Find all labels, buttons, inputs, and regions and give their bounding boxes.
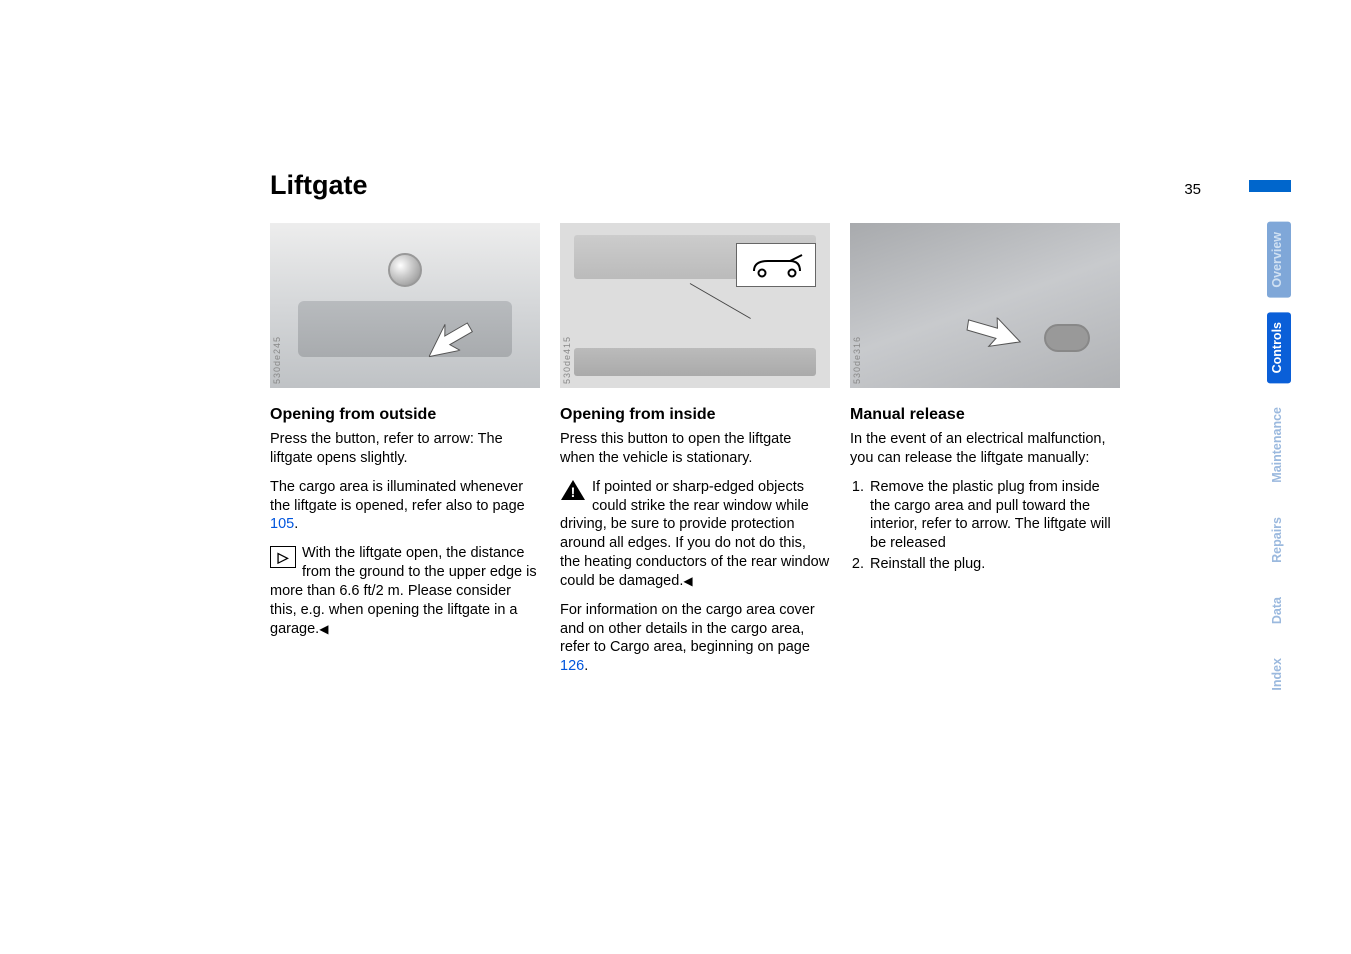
column-2: 530de415 Opening from inside Press this … bbox=[560, 223, 830, 686]
figure-code: 530de316 bbox=[852, 336, 862, 384]
column-1: 530de245 Opening from outside Press the … bbox=[270, 223, 540, 686]
bmw-roundel-icon bbox=[388, 253, 422, 287]
column-3: 530de316 Manual release In the event of … bbox=[850, 223, 1120, 686]
tab-controls[interactable]: Controls bbox=[1267, 312, 1291, 383]
heading-opening-inside: Opening from inside bbox=[560, 406, 830, 424]
end-marker-icon: ◀ bbox=[319, 622, 328, 636]
heading-manual-release: Manual release bbox=[850, 406, 1120, 424]
tab-repairs[interactable]: Repairs bbox=[1267, 507, 1291, 573]
steps-list: Remove the plastic plug from inside the … bbox=[850, 478, 1120, 576]
page-link-105[interactable]: 105 bbox=[270, 516, 294, 532]
page-link-126[interactable]: 126 bbox=[560, 658, 584, 674]
body-text: In the event of an electrical malfunctio… bbox=[850, 430, 1120, 468]
step-item: Reinstall the plug. bbox=[868, 555, 1120, 574]
body-text: The cargo area is illuminated whenever t… bbox=[270, 478, 540, 535]
note-block: ▷ With the liftgate open, the distance f… bbox=[270, 544, 540, 638]
figure-code: 530de245 bbox=[272, 336, 282, 384]
body-text: Press this button to open the liftgate w… bbox=[560, 430, 830, 468]
page-title: Liftgate bbox=[270, 170, 368, 201]
heading-opening-outside: Opening from outside bbox=[270, 406, 540, 424]
body-text: Press the button, refer to arrow: The li… bbox=[270, 430, 540, 468]
warning-text: If pointed or sharp-edged objects could … bbox=[560, 479, 829, 589]
interior-bg bbox=[850, 223, 1120, 388]
svg-text:!: ! bbox=[571, 484, 576, 500]
radio-panel bbox=[574, 348, 816, 376]
page-number: 35 bbox=[1184, 181, 1201, 198]
text-fragment: . bbox=[294, 516, 298, 532]
tab-data[interactable]: Data bbox=[1267, 587, 1291, 634]
warning-block: ! If pointed or sharp-edged objects coul… bbox=[560, 478, 830, 591]
text-fragment: . bbox=[584, 658, 588, 674]
note-text: With the liftgate open, the distance fro… bbox=[270, 545, 537, 636]
tab-maintenance[interactable]: Maintenance bbox=[1267, 397, 1291, 493]
warning-icon: ! bbox=[560, 479, 586, 501]
page-corner-mark bbox=[1249, 180, 1291, 192]
title-row: Liftgate 35 bbox=[270, 170, 1241, 201]
step-item: Remove the plastic plug from inside the … bbox=[868, 478, 1120, 553]
figure-trunk-exterior: 530de245 bbox=[270, 223, 540, 388]
tab-index[interactable]: Index bbox=[1267, 648, 1291, 701]
note-icon: ▷ bbox=[270, 546, 296, 568]
figure-dashboard-button: 530de415 bbox=[560, 223, 830, 388]
tab-overview[interactable]: Overview bbox=[1267, 222, 1291, 298]
release-handle bbox=[1044, 324, 1090, 352]
text-fragment: For information on the cargo area cover … bbox=[560, 602, 815, 656]
car-liftgate-icon bbox=[746, 251, 806, 279]
content-columns: 530de245 Opening from outside Press the … bbox=[270, 223, 1241, 686]
body-text: For information on the cargo area cover … bbox=[560, 601, 830, 676]
figure-manual-release: 530de316 bbox=[850, 223, 1120, 388]
figure-code: 530de415 bbox=[562, 336, 572, 384]
side-tabs: Overview Controls Maintenance Repairs Da… bbox=[1267, 222, 1291, 700]
end-marker-icon: ◀ bbox=[683, 574, 692, 588]
text-fragment: The cargo area is illuminated whenever t… bbox=[270, 479, 525, 514]
callout-liftgate-button bbox=[736, 243, 816, 287]
